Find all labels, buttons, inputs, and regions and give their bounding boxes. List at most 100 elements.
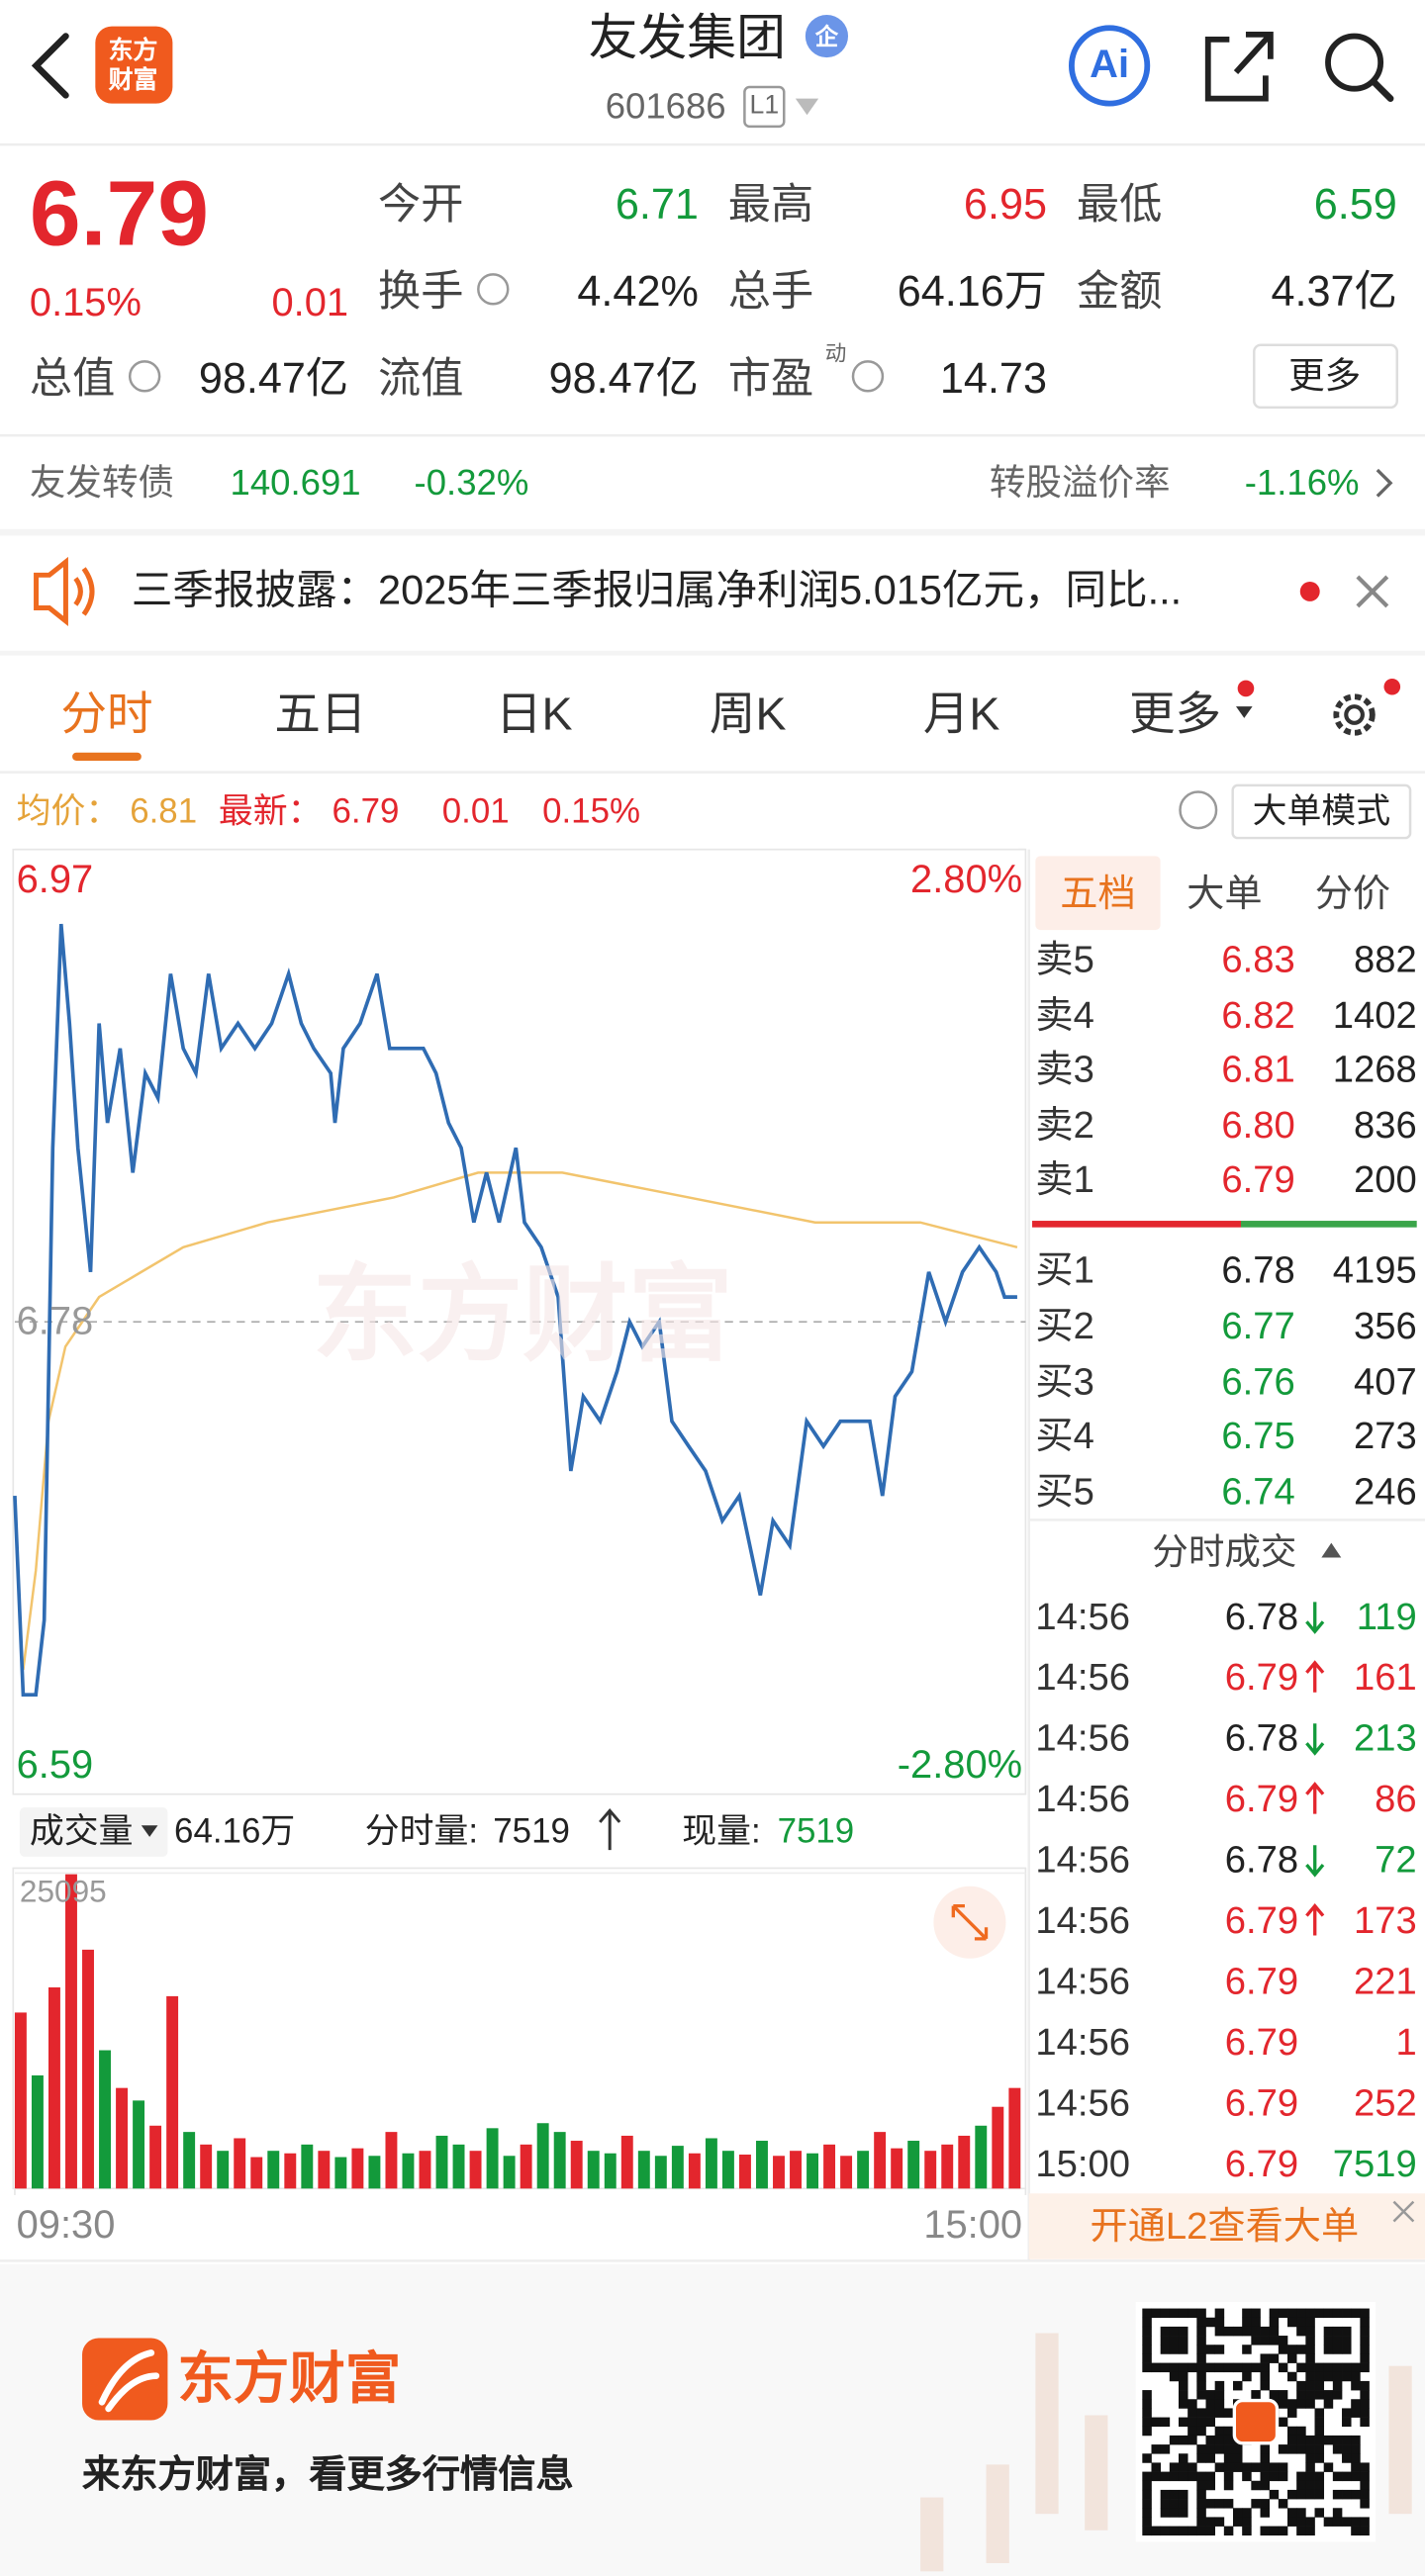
now-volume-label: 现量: bbox=[682, 1812, 761, 1852]
qr-module bbox=[1260, 2362, 1271, 2373]
qr-module bbox=[1260, 2462, 1271, 2472]
search-icon[interactable] bbox=[1325, 33, 1384, 92]
settings-icon[interactable] bbox=[1333, 693, 1376, 736]
qr-module bbox=[1323, 2326, 1334, 2337]
alert-dot bbox=[1383, 678, 1401, 695]
qr-module bbox=[1287, 2435, 1297, 2445]
ai-text[interactable]: Ai bbox=[1090, 43, 1130, 88]
ask-volume: 836 bbox=[1353, 1103, 1417, 1147]
dropdown-icon[interactable] bbox=[141, 1825, 158, 1837]
help-icon[interactable] bbox=[1179, 790, 1218, 830]
qr-module bbox=[1351, 2435, 1361, 2445]
footer-decor bbox=[920, 2333, 1412, 2572]
qr-module bbox=[1360, 2308, 1370, 2319]
qr-module bbox=[1242, 2317, 1252, 2328]
qr-module bbox=[1305, 2345, 1315, 2354]
qr-module bbox=[1360, 2345, 1370, 2354]
qr-module bbox=[1360, 2480, 1370, 2491]
qr-module bbox=[1278, 2308, 1288, 2319]
qr-module bbox=[1233, 2362, 1243, 2373]
sort-icon[interactable] bbox=[1321, 1542, 1342, 1558]
avg-value: 6.81 bbox=[130, 792, 198, 831]
ask-bar bbox=[1032, 1221, 1241, 1228]
qr-module bbox=[1296, 2345, 1306, 2354]
dropdown-icon[interactable] bbox=[795, 98, 819, 116]
qr-module bbox=[1169, 2308, 1180, 2319]
tab[interactable]: 更多 bbox=[1129, 688, 1222, 740]
volume-bar bbox=[807, 2153, 819, 2189]
level-box[interactable] bbox=[743, 85, 786, 129]
l2-text[interactable]: 开通L2查看大单 bbox=[1090, 2204, 1360, 2248]
qr-module bbox=[1342, 2362, 1352, 2373]
trade-price: 6.79 bbox=[1224, 1898, 1299, 1942]
close-icon[interactable] bbox=[1356, 575, 1389, 608]
mode-text[interactable]: 大单模式 bbox=[1252, 792, 1391, 831]
qr-module bbox=[1305, 2336, 1315, 2346]
qr-module bbox=[1342, 2444, 1352, 2454]
qr-module bbox=[1160, 2526, 1171, 2536]
book-tab[interactable]: 分价 bbox=[1314, 872, 1391, 915]
tab[interactable]: 分时 bbox=[60, 688, 153, 740]
ask-volume: 200 bbox=[1353, 1157, 1417, 1201]
premium-value: -1.16% bbox=[1244, 461, 1360, 504]
qr-module bbox=[1142, 2326, 1152, 2337]
qr-module bbox=[1196, 2371, 1206, 2382]
qr-module bbox=[1269, 2326, 1280, 2337]
volume-bar bbox=[334, 2157, 347, 2189]
qr-module bbox=[1205, 2362, 1216, 2373]
info-icon[interactable] bbox=[477, 273, 510, 306]
tab[interactable]: 周K bbox=[709, 688, 787, 740]
qr-module bbox=[1351, 2462, 1361, 2472]
volume-bar bbox=[705, 2138, 717, 2189]
change-value: 0.01 bbox=[271, 281, 349, 325]
share-icon[interactable] bbox=[1204, 31, 1274, 102]
volume-bar bbox=[385, 2132, 398, 2189]
qr-module bbox=[1188, 2435, 1197, 2445]
tab[interactable]: 五日 bbox=[274, 688, 367, 740]
settings-icon-core bbox=[1344, 704, 1365, 725]
trade-price: 6.78 bbox=[1224, 1715, 1299, 1759]
book-tab[interactable]: 五档 bbox=[1060, 872, 1136, 915]
qr-module bbox=[1342, 2408, 1352, 2418]
qr-module bbox=[1178, 2362, 1188, 2373]
qr-module bbox=[1188, 2408, 1197, 2418]
mode-button[interactable] bbox=[1231, 783, 1412, 840]
qr-module bbox=[1205, 2499, 1216, 2509]
back-icon[interactable] bbox=[31, 33, 69, 99]
qr-module bbox=[1342, 2308, 1352, 2319]
tab[interactable]: 日K bbox=[496, 688, 573, 740]
chevron-icon[interactable] bbox=[1376, 468, 1393, 498]
info-icon[interactable] bbox=[851, 360, 885, 393]
more-button-text[interactable]: 更多 bbox=[1288, 354, 1362, 397]
qr-module bbox=[1332, 2435, 1343, 2445]
qr-module bbox=[1332, 2308, 1343, 2319]
qr-module bbox=[1160, 2508, 1171, 2518]
stat-label: 最高 bbox=[727, 179, 814, 229]
info-icon[interactable] bbox=[128, 360, 161, 393]
qr-module bbox=[1251, 2390, 1261, 2400]
close-icon[interactable] bbox=[1392, 2200, 1415, 2223]
qr-module bbox=[1223, 2526, 1234, 2536]
qr-module bbox=[1242, 2362, 1252, 2373]
qr-module bbox=[1296, 2435, 1306, 2445]
qr-module bbox=[1160, 2308, 1171, 2319]
qr-module bbox=[1160, 2417, 1171, 2428]
last-pct: 0.15% bbox=[542, 792, 640, 831]
ai-icon[interactable] bbox=[1068, 25, 1151, 107]
book-tab[interactable]: 大单 bbox=[1187, 872, 1263, 915]
qr-module bbox=[1351, 2517, 1361, 2527]
app-logo[interactable] bbox=[95, 26, 173, 104]
qr-module bbox=[1151, 2362, 1161, 2373]
dropdown-icon[interactable] bbox=[1235, 706, 1253, 718]
more-button[interactable] bbox=[1253, 343, 1399, 410]
qr-module bbox=[1360, 2317, 1370, 2328]
stat-label: 金额 bbox=[1076, 266, 1163, 316]
ask-label: 卖5 bbox=[1035, 937, 1094, 980]
tab[interactable]: 月K bbox=[922, 688, 1000, 740]
volume-selector[interactable] bbox=[19, 1806, 168, 1857]
tab-highlight bbox=[1035, 856, 1161, 931]
l2-banner[interactable] bbox=[1028, 2193, 1425, 2259]
trade-time: 14:56 bbox=[1035, 1715, 1130, 1759]
qr-module bbox=[1196, 2326, 1206, 2337]
qr-module bbox=[1142, 2353, 1152, 2363]
